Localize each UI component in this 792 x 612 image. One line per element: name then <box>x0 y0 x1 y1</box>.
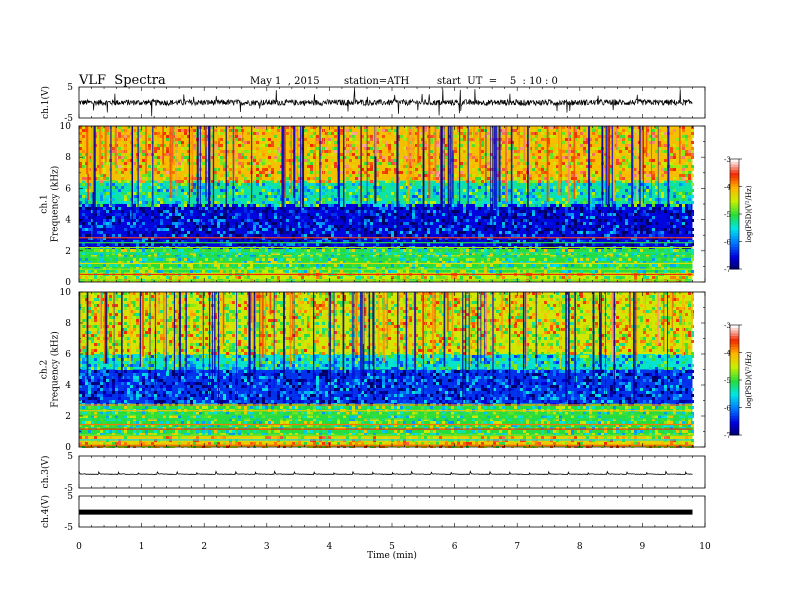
start-time-label: start UT = 5 : 10 : 0 <box>437 76 558 87</box>
y-tick-label: 6 <box>65 184 71 194</box>
y-axis-label: ch.1(V) <box>40 86 51 119</box>
x-tick-label: 7 <box>514 542 520 552</box>
colorbar-tick-label: -4 <box>724 350 731 358</box>
colorbar-tick-label: -5 <box>724 377 731 385</box>
ch3-waveform-line <box>78 470 693 476</box>
y-tick-label: 5 <box>67 492 73 502</box>
x-tick-label: 9 <box>640 542 646 552</box>
narrowband-line <box>79 256 693 258</box>
narrowband-line <box>79 262 693 265</box>
y-tick-label: 10 <box>60 122 72 132</box>
narrowband-line <box>79 418 693 420</box>
narrowband-line <box>79 434 693 437</box>
colorbar-label: log(PSD)(V²/Hz) <box>745 351 753 408</box>
y-tick-label: -5 <box>64 484 73 494</box>
y-tick-label: 8 <box>65 319 71 329</box>
y-tick-label: 5 <box>67 83 73 93</box>
x-tick-label: 2 <box>201 542 207 552</box>
y-tick-label: 10 <box>60 288 72 298</box>
spectrogram-image-1 <box>79 126 694 282</box>
y-tick-label: -5 <box>64 523 73 533</box>
narrowband-line <box>79 423 693 426</box>
x-tick-label: 0 <box>76 542 82 552</box>
y-tick-label: 2 <box>65 247 71 257</box>
colorbar-tick-label: -3 <box>724 322 731 330</box>
y-tick-label: 0 <box>65 278 71 288</box>
y-tick-label: -5 <box>64 114 73 124</box>
x-tick-label: 10 <box>699 542 711 552</box>
colorbar <box>730 159 739 270</box>
x-tick-label: 3 <box>264 542 270 552</box>
spectrogram-band <box>79 272 693 282</box>
narrowband-line <box>79 439 693 441</box>
colorbar-tick-label: -4 <box>724 184 731 192</box>
colorbar-label: log(PSD)(V²/Hz) <box>745 185 753 242</box>
x-tick-label: 4 <box>327 542 333 552</box>
colorbar <box>730 325 739 436</box>
colorbar-tick-label: -6 <box>724 239 731 247</box>
narrowband-line <box>79 428 693 430</box>
station-label: station=ATH <box>344 76 410 87</box>
narrowband-line <box>79 279 693 281</box>
colorbar-tick-label: -5 <box>724 211 731 219</box>
y-tick-label: 2 <box>65 412 71 422</box>
narrowband-line <box>79 404 693 406</box>
narrowband-line <box>79 252 693 254</box>
y-tick-label: 5 <box>67 452 73 462</box>
narrowband-line <box>79 273 693 276</box>
narrowband-line <box>79 242 693 244</box>
y-tick-label: 8 <box>65 153 71 163</box>
y-tick-label: 4 <box>65 381 71 391</box>
y-axis-label: ch.1Frequency (kHz) <box>40 166 61 243</box>
y-tick-label: 6 <box>65 350 71 360</box>
ch1-waveform-line <box>78 88 693 117</box>
ch4-waveform-band <box>79 509 693 515</box>
narrowband-line <box>79 237 693 239</box>
x-axis-label: Time (min) <box>367 550 417 561</box>
y-axis-label: ch.4(V) <box>40 495 51 528</box>
colorbar-tick-label: -7 <box>724 266 731 274</box>
colorbar-tick-label: -6 <box>724 405 731 413</box>
spectrogram-image-2 <box>79 292 694 448</box>
y-tick-label: 4 <box>65 216 71 226</box>
y-axis-label: ch.2Frequency (kHz) <box>40 331 61 408</box>
x-tick-label: 1 <box>139 542 145 552</box>
chart-title: VLF Spectra <box>79 73 166 88</box>
y-tick-label: 0 <box>65 443 71 453</box>
narrowband-line <box>79 268 693 270</box>
colorbar-tick-label: -3 <box>724 156 731 164</box>
date-label: May 1 , 2015 <box>250 76 320 87</box>
narrowband-line <box>79 444 693 446</box>
y-axis-label: ch.3(V) <box>40 456 51 489</box>
x-tick-label: 6 <box>452 542 458 552</box>
x-tick-label: 8 <box>577 542 583 552</box>
colorbar-tick-label: -7 <box>724 432 731 440</box>
panel-frame-4 <box>78 455 706 489</box>
x-tick-label: 5 <box>389 542 395 552</box>
narrowband-line <box>79 414 693 416</box>
narrowband-line <box>79 410 693 412</box>
narrowband-line <box>79 246 693 249</box>
